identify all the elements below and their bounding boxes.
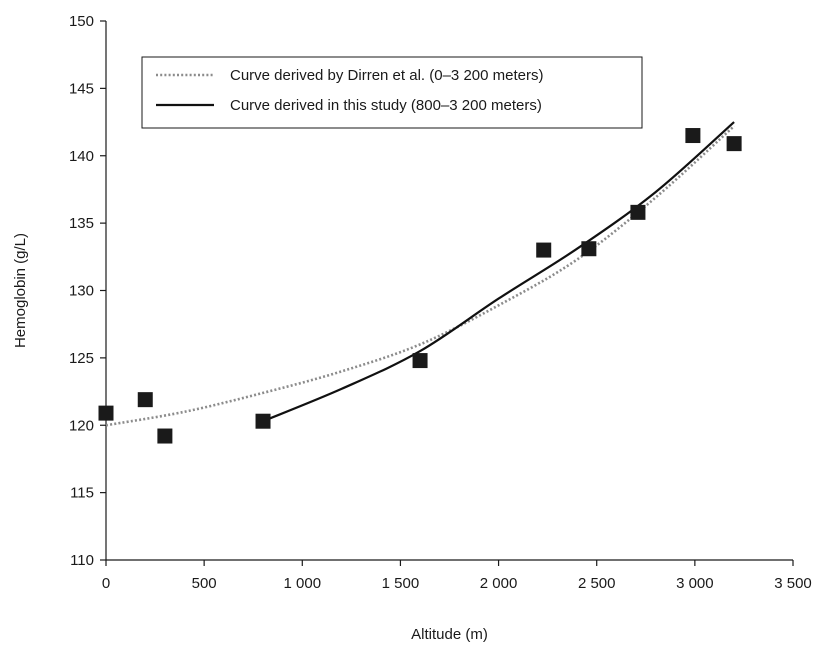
data-points	[98, 128, 742, 444]
legend-box	[141, 56, 643, 129]
data-point	[726, 136, 742, 152]
x-tick-label: 3 000	[676, 575, 714, 592]
x-tick-label: 2 000	[480, 575, 518, 592]
y-axis-ticks: 110 115 120 125 130 135 140 145 150	[69, 13, 106, 569]
y-tick-label: 150	[69, 13, 94, 30]
this-study-curve	[262, 121, 735, 423]
x-tick-label: 1 500	[382, 575, 420, 592]
y-tick-label: 140	[69, 148, 94, 165]
data-point	[137, 392, 153, 408]
legend-label-dirren: Curve derived by Dirren et al. (0–3 200 …	[230, 67, 543, 84]
y-tick-label: 110	[70, 552, 94, 569]
x-tick-label: 1 000	[284, 575, 322, 592]
data-point	[412, 353, 428, 369]
x-tick-label: 3 500	[774, 575, 812, 592]
legend-label-this-study: Curve derived in this study (800–3 200 m…	[230, 97, 542, 114]
data-point	[630, 204, 646, 220]
axes: 0 500 1 000 1 500 2 000 2 500 3 000 3 500 11011…	[69, 13, 812, 592]
y-tick-label: 115	[70, 485, 94, 502]
data-point	[536, 242, 552, 258]
y-tick-label: 120	[69, 417, 94, 434]
y-tick-label: 130	[69, 283, 94, 300]
x-tick-label: 0	[102, 575, 110, 592]
y-tick-label: 145	[69, 80, 94, 97]
legend: Curve derived by Dirren et al. (0–3 200 …	[141, 56, 643, 129]
data-point	[98, 405, 114, 421]
y-tick-label: 125	[69, 350, 94, 367]
x-tick-label: 2 500	[578, 575, 616, 592]
curves	[105, 121, 735, 427]
dirren-curve	[105, 125, 735, 427]
y-tick-label: 135	[69, 215, 94, 232]
x-tick-label: 500	[192, 575, 217, 592]
data-point	[685, 128, 701, 144]
y-axis-title: Hemoglobin (g/L)	[12, 233, 29, 348]
x-axis-title: Altitude (m)	[411, 626, 488, 643]
data-point	[581, 241, 597, 257]
x-axis-ticks: 0 500 1 000 1 500 2 000 2 500 3 000 3 500	[102, 560, 812, 592]
data-point	[255, 413, 271, 429]
data-point	[157, 428, 173, 444]
